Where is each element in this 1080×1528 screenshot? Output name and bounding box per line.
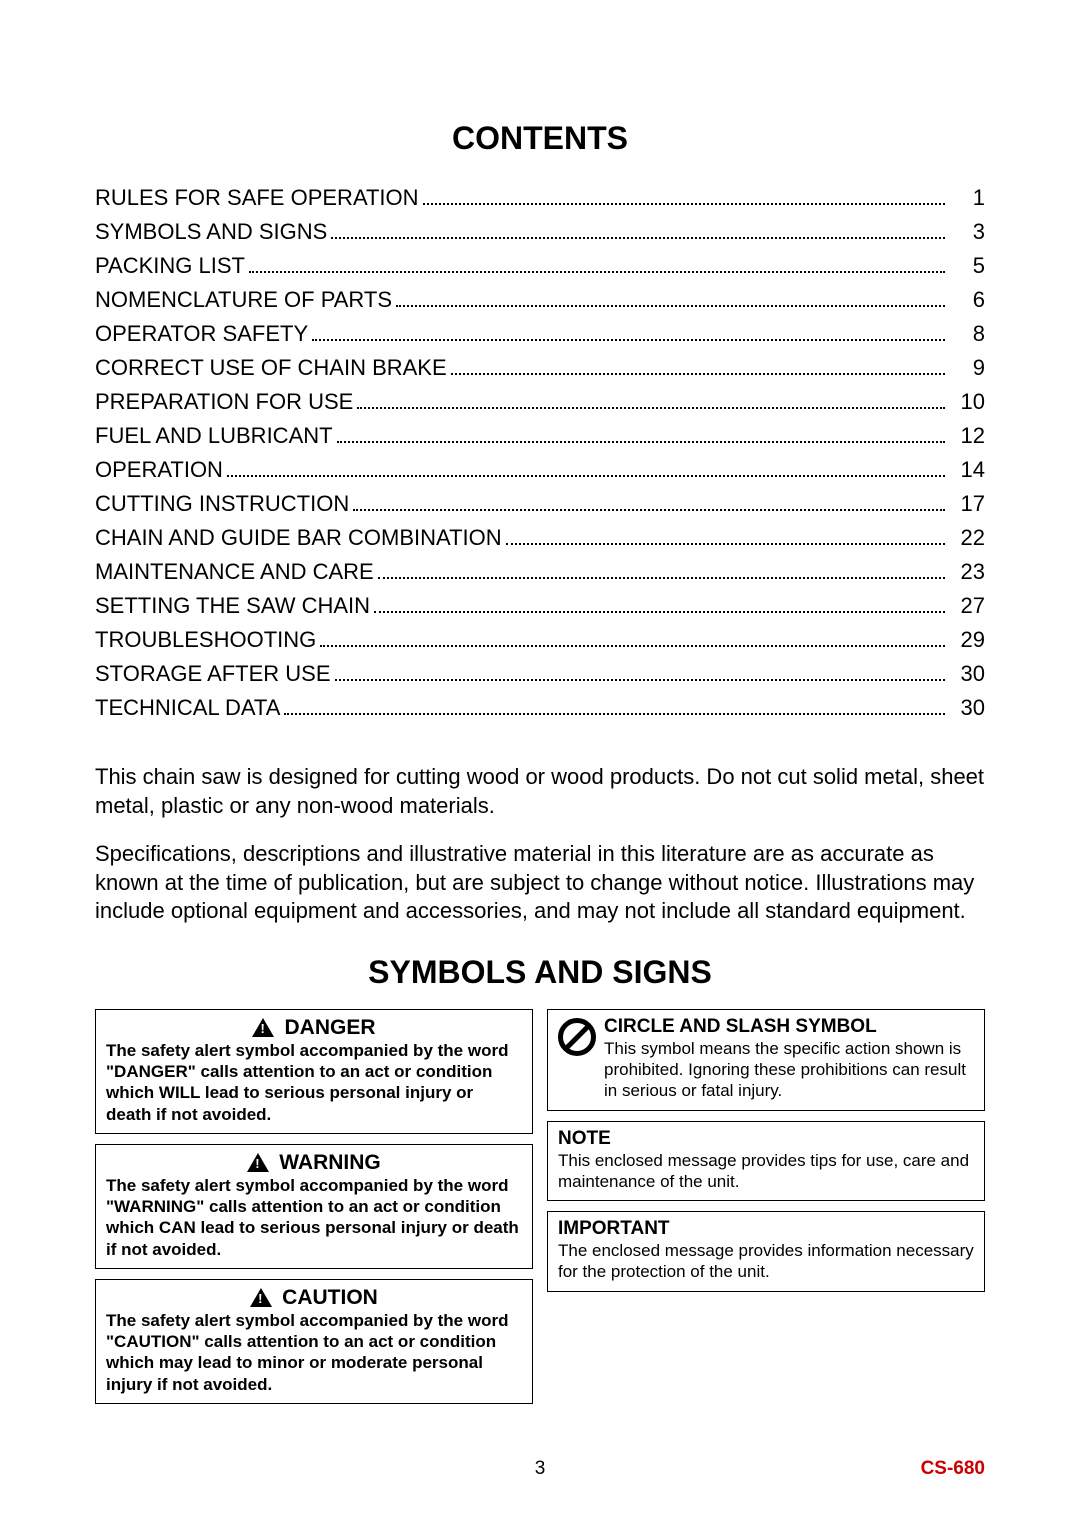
toc-page: 29	[949, 627, 985, 653]
toc-label: OPERATION	[95, 457, 223, 483]
toc-row: SYMBOLS AND SIGNS 3	[95, 219, 985, 245]
toc-page: 12	[949, 423, 985, 449]
toc-label: CHAIN AND GUIDE BAR COMBINATION	[95, 525, 502, 551]
toc-label: RULES FOR SAFE OPERATION	[95, 185, 419, 211]
warning-panel: WARNING The safety alert symbol accompan…	[95, 1144, 533, 1269]
toc-label: CORRECT USE OF CHAIN BRAKE	[95, 355, 447, 381]
toc-page: 30	[949, 695, 985, 721]
model-label: CS-680	[921, 1458, 985, 1480]
caution-panel: CAUTION The safety alert symbol accompan…	[95, 1279, 533, 1404]
toc-label: TECHNICAL DATA	[95, 695, 280, 721]
toc-leader-dots	[337, 441, 945, 443]
circle-slash-body: This symbol means the specific action sh…	[604, 1038, 974, 1102]
circle-slash-panel: CIRCLE AND SLASH SYMBOL This symbol mean…	[547, 1009, 985, 1111]
toc-page: 22	[949, 525, 985, 551]
toc-leader-dots	[249, 271, 945, 273]
intro-paragraph-2: Specifications, descriptions and illustr…	[95, 840, 985, 926]
contents-heading: CONTENTS	[95, 120, 985, 157]
toc-leader-dots	[357, 407, 945, 409]
toc-row: TECHNICAL DATA 30	[95, 695, 985, 721]
caution-title: CAUTION	[282, 1286, 378, 1310]
toc-label: NOMENCLATURE OF PARTS	[95, 287, 392, 313]
intro-paragraph-1: This chain saw is designed for cutting w…	[95, 763, 985, 820]
toc-row: SETTING THE SAW CHAIN 27	[95, 593, 985, 619]
caution-body: The safety alert symbol accompanied by t…	[106, 1310, 522, 1395]
alert-icon	[250, 1288, 272, 1307]
warning-body: The safety alert symbol accompanied by t…	[106, 1175, 522, 1260]
toc-row: STORAGE AFTER USE 30	[95, 661, 985, 687]
note-panel: NOTE This enclosed message provides tips…	[547, 1121, 985, 1202]
toc-page: 3	[949, 219, 985, 245]
page-number: 3	[0, 1458, 1080, 1480]
toc-row: CUTTING INSTRUCTION 17	[95, 491, 985, 517]
toc-page: 30	[949, 661, 985, 687]
toc-leader-dots	[353, 509, 945, 511]
toc-page: 10	[949, 389, 985, 415]
symbols-columns: DANGER The safety alert symbol accompani…	[95, 1009, 985, 1404]
toc-row: CHAIN AND GUIDE BAR COMBINATION 22	[95, 525, 985, 551]
toc-label: SETTING THE SAW CHAIN	[95, 593, 370, 619]
important-body: The enclosed message provides informatio…	[558, 1240, 974, 1283]
toc-page: 9	[949, 355, 985, 381]
toc-leader-dots	[374, 611, 945, 613]
toc-row: PREPARATION FOR USE 10	[95, 389, 985, 415]
toc-leader-dots	[506, 543, 945, 545]
toc-label: MAINTENANCE AND CARE	[95, 559, 374, 585]
toc-page: 8	[949, 321, 985, 347]
toc-row: FUEL AND LUBRICANT 12	[95, 423, 985, 449]
important-title: IMPORTANT	[558, 1218, 974, 1240]
toc-page: 23	[949, 559, 985, 585]
toc-label: STORAGE AFTER USE	[95, 661, 331, 687]
toc-row: NOMENCLATURE OF PARTS 6	[95, 287, 985, 313]
toc-row: MAINTENANCE AND CARE 23	[95, 559, 985, 585]
toc-leader-dots	[312, 339, 945, 341]
caution-header: CAUTION	[106, 1286, 522, 1310]
danger-body: The safety alert symbol accompanied by t…	[106, 1040, 522, 1125]
toc-row: OPERATOR SAFETY 8	[95, 321, 985, 347]
toc-leader-dots	[378, 577, 945, 579]
danger-header: DANGER	[106, 1016, 522, 1040]
right-column: CIRCLE AND SLASH SYMBOL This symbol mean…	[547, 1009, 985, 1404]
toc-leader-dots	[451, 373, 945, 375]
toc-label: FUEL AND LUBRICANT	[95, 423, 333, 449]
warning-header: WARNING	[106, 1151, 522, 1175]
toc-label: CUTTING INSTRUCTION	[95, 491, 349, 517]
alert-icon	[247, 1153, 269, 1172]
alert-icon	[252, 1018, 274, 1037]
table-of-contents: RULES FOR SAFE OPERATION 1 SYMBOLS AND SI…	[95, 185, 985, 721]
toc-page: 17	[949, 491, 985, 517]
danger-title: DANGER	[284, 1016, 375, 1040]
toc-label: PACKING LIST	[95, 253, 245, 279]
note-title: NOTE	[558, 1128, 974, 1150]
toc-page: 27	[949, 593, 985, 619]
toc-page: 5	[949, 253, 985, 279]
danger-panel: DANGER The safety alert symbol accompani…	[95, 1009, 533, 1134]
important-panel: IMPORTANT The enclosed message provides …	[547, 1211, 985, 1292]
toc-row: RULES FOR SAFE OPERATION 1	[95, 185, 985, 211]
toc-leader-dots	[320, 645, 945, 647]
toc-leader-dots	[396, 305, 945, 307]
toc-row: CORRECT USE OF CHAIN BRAKE 9	[95, 355, 985, 381]
toc-leader-dots	[423, 203, 945, 205]
warning-title: WARNING	[279, 1151, 381, 1175]
toc-row: TROUBLESHOOTING 29	[95, 627, 985, 653]
circle-slash-icon	[558, 1018, 596, 1056]
note-body: This enclosed message provides tips for …	[558, 1150, 974, 1193]
toc-label: TROUBLESHOOTING	[95, 627, 316, 653]
toc-row: OPERATION 14	[95, 457, 985, 483]
symbols-heading: SYMBOLS AND SIGNS	[95, 954, 985, 991]
toc-page: 1	[949, 185, 985, 211]
toc-leader-dots	[284, 713, 945, 715]
toc-page: 14	[949, 457, 985, 483]
left-column: DANGER The safety alert symbol accompani…	[95, 1009, 533, 1404]
toc-leader-dots	[335, 679, 945, 681]
toc-leader-dots	[331, 237, 945, 239]
toc-label: PREPARATION FOR USE	[95, 389, 353, 415]
toc-label: OPERATOR SAFETY	[95, 321, 308, 347]
toc-label: SYMBOLS AND SIGNS	[95, 219, 327, 245]
toc-page: 6	[949, 287, 985, 313]
toc-row: PACKING LIST 5	[95, 253, 985, 279]
circle-slash-title: CIRCLE AND SLASH SYMBOL	[604, 1016, 974, 1038]
toc-leader-dots	[227, 475, 945, 477]
